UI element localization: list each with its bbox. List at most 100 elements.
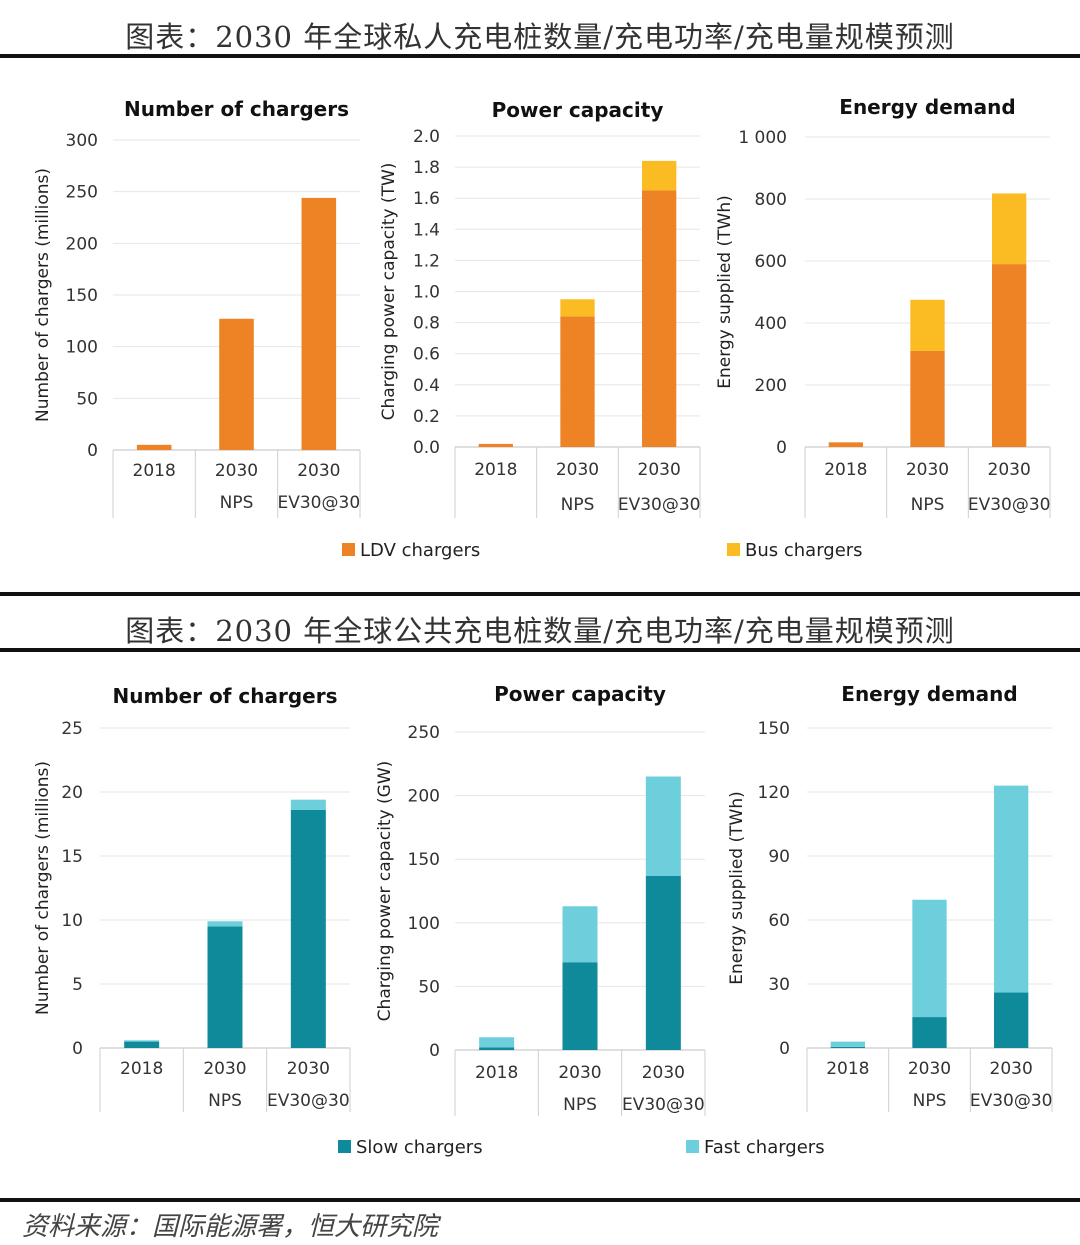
x-tick-sublabel: EV30@30 bbox=[278, 493, 361, 513]
bar-fast-chargers bbox=[562, 906, 598, 963]
y-tick-label: 1.0 bbox=[413, 283, 440, 303]
y-tick-label: 1.8 bbox=[413, 158, 440, 178]
legend-label: Fast chargers bbox=[704, 1137, 825, 1158]
x-tick-label: 2030 bbox=[988, 460, 1031, 480]
bar-fast-chargers bbox=[645, 776, 681, 876]
bar-bus-chargers bbox=[992, 193, 1027, 265]
x-tick-sublabel: NPS bbox=[208, 1091, 242, 1111]
x-tick-label: 2030 bbox=[906, 460, 949, 480]
y-tick-label: 30 bbox=[768, 975, 790, 995]
x-tick-label: 2018 bbox=[120, 1059, 163, 1079]
y-tick-label: 0 bbox=[779, 1039, 790, 1059]
y-tick-label: 150 bbox=[408, 850, 440, 870]
chart-1: Number of chargers 0 50 100 150 200 250 300 Numb… bbox=[33, 97, 361, 518]
bar-bus-chargers bbox=[910, 299, 945, 351]
x-tick-label: 2030 bbox=[990, 1059, 1033, 1079]
x-tick-label: 2018 bbox=[133, 461, 176, 481]
section-title-private: 图表：2030 年全球私人充电桩数量/充电功率/充电量规模预测 bbox=[125, 20, 955, 54]
y-tick-label: 150 bbox=[758, 719, 790, 739]
x-tick-sublabel: EV30@30 bbox=[618, 495, 701, 515]
bar-fast-chargers bbox=[994, 785, 1029, 993]
y-axis-label: Energy supplied (TWh) bbox=[715, 195, 735, 388]
y-tick-label: 250 bbox=[408, 723, 440, 743]
x-tick-label: 2018 bbox=[824, 460, 867, 480]
x-tick-sublabel: NPS bbox=[563, 1095, 597, 1115]
bar-fast-chargers bbox=[124, 1040, 160, 1042]
bar-fast-chargers bbox=[912, 899, 947, 1018]
y-tick-label: 150 bbox=[66, 286, 98, 306]
y-tick-label: 0.8 bbox=[413, 314, 440, 334]
bar-slow-chargers bbox=[479, 1047, 515, 1050]
divider-top bbox=[0, 54, 1080, 58]
bar-fast-chargers bbox=[830, 1041, 865, 1047]
x-tick-sublabel: NPS bbox=[220, 493, 254, 513]
bar-slow-chargers bbox=[207, 926, 243, 1048]
chart-title: Energy demand bbox=[839, 95, 1015, 119]
section-title-public: 图表：2030 年全球公共充电桩数量/充电功率/充电量规模预测 bbox=[125, 614, 955, 648]
divider-lower bbox=[0, 648, 1080, 652]
y-tick-label: 5 bbox=[72, 975, 83, 995]
bar-bus-chargers bbox=[642, 160, 677, 191]
y-tick-label: 400 bbox=[755, 314, 787, 334]
x-tick-sublabel: EV30@30 bbox=[622, 1095, 705, 1115]
y-tick-label: 120 bbox=[758, 783, 790, 803]
y-tick-label: 0.2 bbox=[413, 407, 440, 427]
bar-ldv-chargers bbox=[910, 350, 945, 447]
x-tick-sublabel: EV30@30 bbox=[267, 1091, 350, 1111]
bar-ldv-chargers bbox=[828, 442, 863, 447]
y-tick-label: 15 bbox=[61, 847, 83, 867]
y-tick-label: 300 bbox=[66, 131, 98, 151]
x-tick-label: 2018 bbox=[826, 1059, 869, 1079]
y-tick-label: 0 bbox=[776, 438, 787, 458]
chart-3: Energy demand 0 200 400 600 800 1 000 Energy su… bbox=[715, 95, 1051, 518]
bar-fast-chargers bbox=[479, 1037, 515, 1048]
y-tick-label: 1.4 bbox=[413, 220, 440, 240]
y-tick-label: 50 bbox=[418, 977, 440, 997]
bar-ldv-chargers bbox=[136, 444, 172, 450]
bar-ldv-chargers bbox=[219, 318, 254, 450]
x-tick-label: 2030 bbox=[297, 461, 340, 481]
y-tick-label: 1.6 bbox=[413, 189, 440, 209]
bar-slow-chargers bbox=[830, 1046, 865, 1048]
divider-middle bbox=[0, 592, 1080, 596]
y-axis-label: Number of chargers (millions) bbox=[33, 168, 53, 422]
y-tick-label: 90 bbox=[768, 847, 790, 867]
y-tick-label: 0.4 bbox=[413, 376, 440, 396]
y-tick-label: 25 bbox=[61, 719, 83, 739]
chart-4: Number of chargers 0 5 10 15 20 25 Number of ch… bbox=[33, 684, 351, 1112]
legend-swatch bbox=[727, 543, 740, 556]
legend-label: Bus chargers bbox=[745, 540, 863, 561]
x-tick-sublabel: NPS bbox=[561, 495, 595, 515]
x-tick-label: 2030 bbox=[215, 461, 258, 481]
chart-title: Power capacity bbox=[494, 682, 666, 706]
y-tick-label: 100 bbox=[66, 338, 98, 358]
chart-2: Power capacity 0.0 0.2 0.4 0.6 0.8 1.0 1.2 1.4 1.… bbox=[379, 98, 701, 518]
bar-ldv-chargers bbox=[301, 197, 337, 450]
bar-ldv-chargers bbox=[642, 190, 677, 448]
y-tick-label: 0 bbox=[87, 441, 98, 461]
x-tick-label: 2030 bbox=[558, 1063, 601, 1083]
bar-ldv-chargers bbox=[478, 443, 513, 447]
chart-title: Power capacity bbox=[492, 98, 664, 122]
y-tick-label: 0 bbox=[429, 1041, 440, 1061]
y-tick-label: 1 000 bbox=[738, 128, 787, 148]
legend-swatch bbox=[686, 1140, 699, 1153]
bar-bus-chargers bbox=[560, 299, 595, 317]
x-tick-label: 2030 bbox=[287, 1059, 330, 1079]
bar-ldv-chargers bbox=[560, 316, 595, 447]
x-tick-label: 2030 bbox=[642, 1063, 685, 1083]
y-tick-label: 1.2 bbox=[413, 251, 440, 271]
private-charger-charts: Number of chargers 0 50 100 150 200 250 300 Numb… bbox=[33, 95, 1051, 561]
chart-title: Energy demand bbox=[841, 682, 1017, 706]
y-tick-label: 10 bbox=[61, 911, 83, 931]
y-axis-label: Number of chargers (millions) bbox=[33, 761, 53, 1015]
y-tick-label: 20 bbox=[61, 783, 83, 803]
y-tick-label: 2.0 bbox=[413, 127, 440, 147]
chart-6: Energy demand 0 30 60 90 120 150 Energy supplie… bbox=[727, 682, 1053, 1112]
legend-swatch bbox=[342, 543, 355, 556]
y-tick-label: 800 bbox=[755, 190, 787, 210]
bar-slow-chargers bbox=[562, 962, 598, 1050]
bar-slow-chargers bbox=[994, 992, 1029, 1048]
x-tick-sublabel: NPS bbox=[913, 1091, 947, 1111]
bar-fast-chargers bbox=[207, 921, 243, 927]
